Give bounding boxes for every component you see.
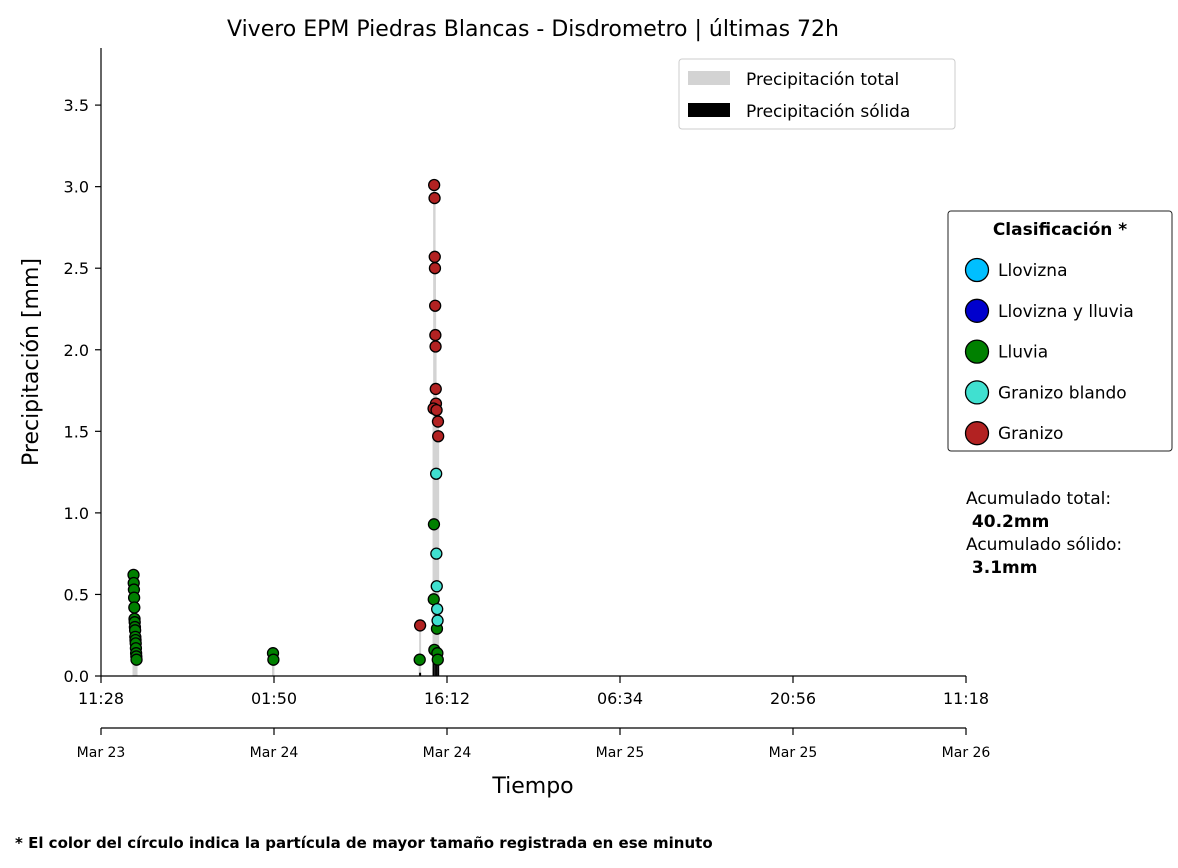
x-tick-time-label: 11:28 [78,689,124,708]
classification-legend-title: Clasificación * [993,220,1127,240]
data-point-granizo [428,250,441,263]
x-tick-date-label: Mar 24 [423,745,472,761]
data-point-granizo [429,328,442,342]
data-point-granizo [430,403,443,417]
y-axis-label: Precipitación [mm] [19,258,44,466]
data-point-granizo-blando [430,547,443,560]
data-point-granizo-blando [430,467,443,480]
accumulated-total-value: 40.2mm [966,512,1049,532]
y-tick-label: 1.0 [64,504,89,523]
classification-points [127,178,445,666]
data-point-granizo-blando [431,614,444,627]
y-tick-label: 0.0 [64,667,89,686]
data-point-granizo-blando [431,602,444,616]
data-point-lluvia [431,653,444,666]
series-legend: Precipitación total Precipitación sólida [678,58,956,130]
solid-precipitation-bar [432,659,435,676]
class-legend-marker [964,421,990,446]
legend-swatch-solid [688,103,730,117]
x-tick-date-label: Mar 25 [769,745,818,761]
legend-label-solid: Precipitación sólida [746,102,910,122]
data-point-granizo [432,430,445,443]
data-point-lluvia [427,518,441,531]
classification-legend: Clasificación * Llovizna Llovizna y lluvi… [947,210,1173,452]
solid-precipitation-bar [419,672,422,676]
total-precipitation-bar [272,659,275,676]
data-point-lluvia [130,653,143,666]
data-point-granizo [429,340,442,353]
accumulated-total-label: Acumulado total: [966,489,1111,509]
data-point-granizo [428,191,441,205]
legend-swatch-total [688,71,730,85]
accumulated-summary: Acumulado total: 40.2mm Acumulado sólido… [966,489,1122,578]
y-tick-label: 3.0 [64,178,89,197]
x-tick-date-label: Mar 23 [77,745,126,761]
precipitation-bars [132,185,440,676]
x-tick-time-label: 06:34 [597,689,643,708]
y-tick-label: 2.0 [64,341,89,360]
class-legend-marker [964,380,990,405]
class-legend-label: Granizo [998,424,1063,444]
data-point-granizo [428,178,441,192]
x-tick-time-label: 16:12 [424,689,470,708]
data-point-lluvia [128,601,141,614]
data-point-granizo [428,262,442,275]
classification-legend-frame [947,210,1173,452]
x-axis-label: Tiempo [491,774,573,799]
class-legend-label: Lluvia [998,343,1048,363]
data-point-granizo [413,619,427,632]
y-tick-label: 0.5 [64,585,89,604]
y-ticks: 0.0 0.5 1.0 1.5 2.0 2.5 3.0 3.5 [64,96,101,686]
solid-precipitation-bar [437,661,440,676]
x-tick-date-label: Mar 24 [250,745,299,761]
solid-precipitation-bar [435,660,438,676]
series-legend-frame [678,58,956,130]
x-tick-date-label: Mar 25 [596,745,645,761]
x-tick-time-label: 11:18 [943,689,989,708]
class-legend-marker [964,339,990,364]
class-legend-label: Llovizna [998,261,1068,281]
y-tick-label: 2.5 [64,259,89,278]
class-legend-label: Llovizna y lluvia [998,302,1134,322]
class-legend-marker [964,298,990,323]
data-point-granizo [431,415,445,428]
data-point-granizo-blando [430,580,443,593]
y-tick-label: 3.5 [64,96,89,115]
x-tick-time-label: 01:50 [251,689,297,708]
total-precipitation-bar [135,659,138,676]
legend-label-total: Precipitación total [746,70,899,90]
total-precipitation-bar [432,408,435,676]
class-legend-label: Granizo blando [998,383,1127,403]
chart-title: Vivero EPM Piedras Blancas - Disdrometro… [227,17,839,42]
accumulated-solid-label: Acumulado sólido: [966,535,1122,555]
x-tick-time-label: 20:56 [770,689,816,708]
data-point-lluvia [413,653,426,666]
class-legend-marker [964,257,990,283]
footnote: * El color del círculo indica la partícu… [15,834,713,852]
total-precipitation-bar [435,410,438,676]
data-point-granizo [429,299,442,312]
y-tick-label: 1.5 [64,422,89,441]
data-point-lluvia [267,653,280,666]
accumulated-solid-value: 3.1mm [966,558,1037,578]
data-point-granizo [429,382,442,396]
x-tick-date-label: Mar 26 [942,745,991,761]
x-ticks: 11:28 Mar 23 01:50 Mar 24 16:12 Mar 24 06:34 Ma… [77,676,991,761]
total-precipitation-bar [419,625,422,676]
